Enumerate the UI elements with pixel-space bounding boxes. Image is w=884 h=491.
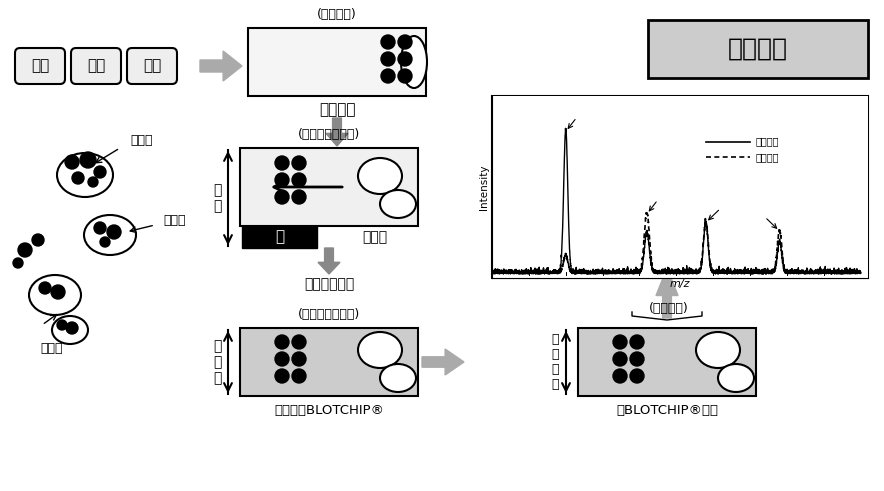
Text: 电
泳: 电 泳: [213, 183, 221, 213]
Polygon shape: [326, 118, 348, 146]
Circle shape: [275, 369, 289, 383]
Text: 电泳后的凝胶: 电泳后的凝胶: [304, 277, 354, 291]
Polygon shape: [318, 248, 340, 274]
Circle shape: [13, 258, 23, 268]
Bar: [648, 20, 868, 78]
Ellipse shape: [29, 275, 81, 315]
Circle shape: [65, 155, 79, 169]
Circle shape: [630, 369, 644, 383]
Circle shape: [275, 173, 289, 187]
Circle shape: [94, 222, 106, 234]
Circle shape: [80, 152, 96, 168]
Ellipse shape: [52, 316, 88, 344]
Bar: [492, 96, 868, 278]
Circle shape: [630, 335, 644, 349]
Text: 游离肽: 游离肽: [163, 214, 186, 226]
Polygon shape: [422, 349, 464, 375]
Ellipse shape: [718, 364, 754, 392]
Bar: [240, 328, 418, 396]
Text: 蛋白质: 蛋白质: [41, 342, 64, 355]
Circle shape: [275, 190, 289, 204]
FancyBboxPatch shape: [71, 48, 121, 84]
Circle shape: [613, 369, 627, 383]
Text: (照射激光): (照射激光): [649, 301, 689, 315]
Text: 蛋白质: 蛋白质: [362, 230, 387, 244]
Bar: [248, 28, 426, 96]
Circle shape: [292, 173, 306, 187]
Circle shape: [398, 35, 412, 49]
Text: 组织: 组织: [87, 58, 105, 74]
Ellipse shape: [57, 153, 113, 197]
Text: 电泳凝胶: 电泳凝胶: [319, 103, 355, 117]
Ellipse shape: [84, 215, 136, 255]
Circle shape: [275, 352, 289, 366]
Circle shape: [275, 335, 289, 349]
Text: 吸附肽: 吸附肽: [130, 134, 153, 146]
Circle shape: [275, 156, 289, 170]
Circle shape: [613, 335, 627, 349]
Ellipse shape: [380, 190, 416, 218]
Circle shape: [613, 352, 627, 366]
Circle shape: [107, 225, 121, 239]
Circle shape: [381, 35, 395, 49]
Text: 向BLOTCHIP®照射: 向BLOTCHIP®照射: [616, 405, 718, 417]
Text: 质
量
分
析: 质 量 分 析: [552, 333, 559, 391]
Ellipse shape: [358, 332, 402, 368]
Circle shape: [630, 352, 644, 366]
Text: 肽: 肽: [275, 229, 284, 245]
Circle shape: [94, 166, 106, 178]
Ellipse shape: [380, 364, 416, 392]
Circle shape: [292, 335, 306, 349]
Text: 细胞: 细胞: [143, 58, 161, 74]
Circle shape: [66, 322, 78, 334]
Circle shape: [57, 320, 67, 330]
Circle shape: [398, 52, 412, 66]
Text: 电
转
印: 电 转 印: [213, 339, 221, 385]
Circle shape: [51, 285, 65, 299]
Circle shape: [18, 243, 32, 257]
FancyBboxPatch shape: [15, 48, 65, 84]
Bar: [578, 328, 756, 396]
Ellipse shape: [696, 332, 740, 368]
Circle shape: [381, 69, 395, 83]
Text: (添加样本): (添加样本): [317, 7, 357, 21]
Circle shape: [398, 69, 412, 83]
Circle shape: [381, 52, 395, 66]
Bar: [240, 148, 418, 226]
Polygon shape: [656, 268, 678, 318]
Ellipse shape: [358, 158, 402, 194]
FancyBboxPatch shape: [127, 48, 177, 84]
Circle shape: [72, 172, 84, 184]
Circle shape: [292, 369, 306, 383]
Text: 血液: 血液: [31, 58, 50, 74]
Bar: [242, 226, 317, 248]
Text: 肽组分析: 肽组分析: [728, 37, 788, 61]
Circle shape: [292, 190, 306, 204]
Text: 转印后的BLOTCHIP®: 转印后的BLOTCHIP®: [274, 405, 384, 417]
Circle shape: [39, 282, 51, 294]
Text: (肽转印到芯片上): (肽转印到芯片上): [298, 307, 360, 321]
Text: (肽与蛋白质分离): (肽与蛋白质分离): [298, 128, 360, 140]
Polygon shape: [200, 51, 242, 81]
Circle shape: [292, 156, 306, 170]
Circle shape: [32, 234, 44, 246]
Circle shape: [292, 352, 306, 366]
Circle shape: [100, 237, 110, 247]
Ellipse shape: [401, 36, 427, 88]
Circle shape: [88, 177, 98, 187]
